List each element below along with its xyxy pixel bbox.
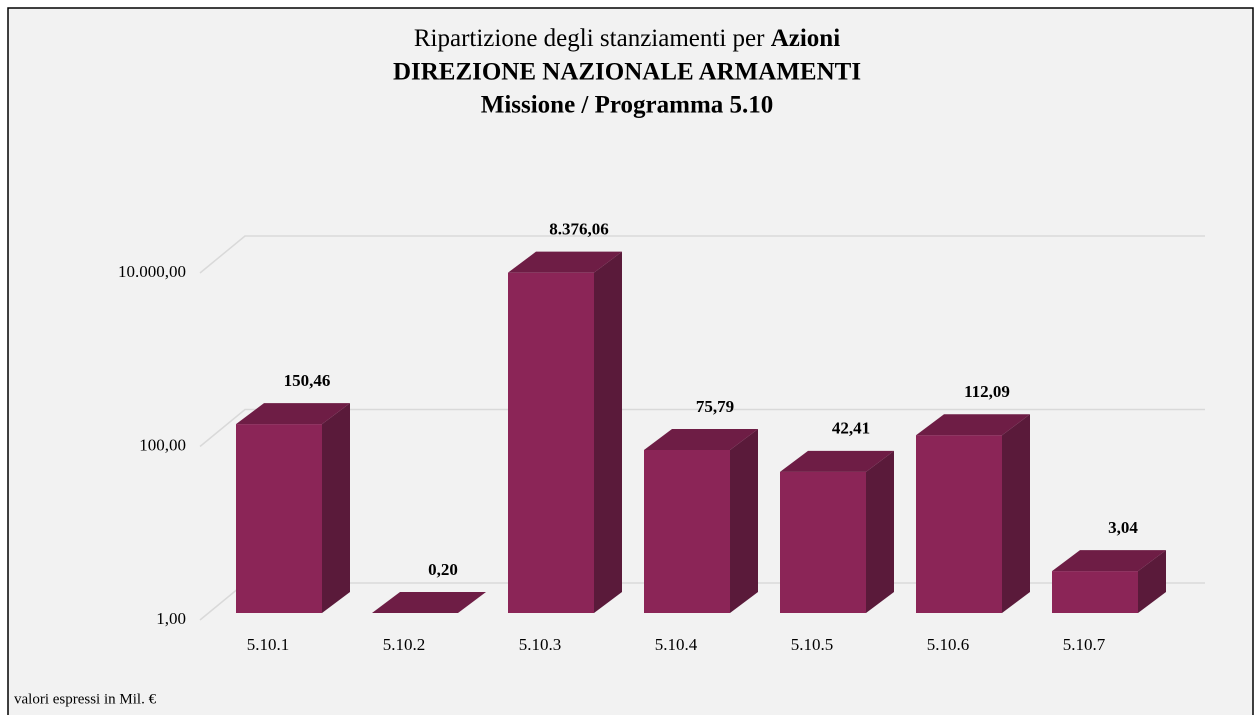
value-label: 75,79 [696,397,734,416]
x-tick-label: 5.10.1 [247,635,290,654]
bar [780,471,866,613]
bar-top [372,592,486,613]
bar [644,449,730,613]
x-tick-label: 5.10.4 [655,635,698,654]
bar-side [594,251,622,613]
value-label: 150,46 [284,371,331,390]
x-tick-label: 5.10.6 [927,635,970,654]
bar [916,435,1002,613]
bar-side [730,428,758,613]
note: valori espressi in Mil. € [14,691,157,707]
bar-side [1002,414,1030,613]
chart-frame [7,7,1254,715]
bar-side [322,403,350,613]
title-emphasis: Azioni [771,25,841,52]
bar [236,424,322,613]
x-tick-label: 5.10.3 [519,635,562,654]
title-text: Ripartizione degli stanziamenti per [414,25,765,52]
bar-top [1052,550,1166,572]
y-tick-label: 1,00 [156,609,186,628]
value-label: 42,41 [832,419,870,438]
value-label: 0,20 [428,560,458,579]
bar-top [644,428,758,450]
bar-top [916,414,1030,436]
y-tick-label: 100,00 [139,435,186,454]
chart-title: Ripartizione degli stanziamenti per Azio… [414,25,840,52]
grid-line [199,235,1205,274]
bar-top [780,450,894,472]
bar [508,272,594,613]
bar-top [236,403,350,425]
value-label: 8.376,06 [549,220,609,239]
x-tick-label: 5.10.5 [791,635,834,654]
chart-subtitle: Missione / Programma 5.10 [481,92,774,119]
bar-side [866,450,894,613]
value-label: 3,04 [1108,518,1138,537]
chart-subtitle: DIREZIONE NAZIONALE ARMAMENTI [393,59,861,86]
bar-side [1138,550,1166,613]
bar-top [508,251,622,273]
bar [1052,571,1138,613]
y-tick-label: 10.000,00 [118,262,186,281]
value-label: 112,09 [964,382,1010,401]
x-tick-label: 5.10.7 [1063,635,1106,654]
grid-line [199,408,1205,448]
x-tick-label: 5.10.2 [383,635,426,654]
